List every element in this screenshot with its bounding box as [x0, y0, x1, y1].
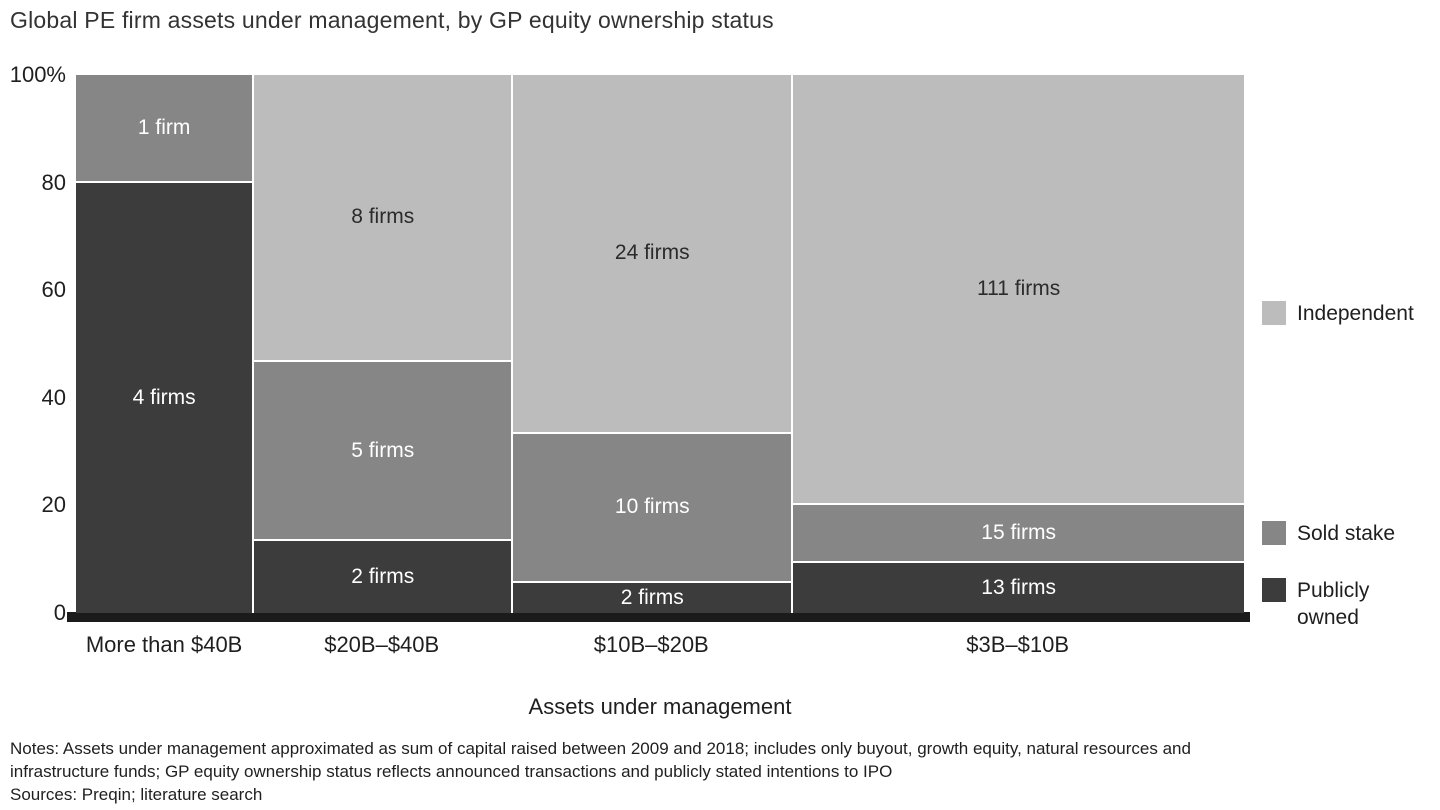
segment-publicly-owned--20b-40b: 2 firms: [254, 541, 512, 613]
segment-label: 2 firms: [620, 586, 684, 610]
mekko-column--10b-20b: 24 firms 10 firms 2 firms: [511, 75, 792, 613]
mekko-column--20b-40b: 8 firms 5 firms 2 firms: [252, 75, 512, 613]
legend-label-publicly-owned: Publicly owned: [1297, 579, 1370, 629]
segment-publicly-owned-more-than-40b: 4 firms: [76, 182, 253, 613]
segment-label: 1 firm: [137, 115, 191, 139]
segment-label: 5 firms: [351, 438, 415, 462]
legend-swatch-sold-stake: [1262, 521, 1286, 545]
segment-label: 4 firms: [132, 385, 196, 409]
segment-label: 13 firms: [981, 575, 1056, 599]
segment-publicly-owned--10b-20b: 2 firms: [513, 583, 792, 613]
segment-sold-stake--3b-10b: 15 firms: [793, 504, 1244, 563]
legend-swatch-publicly-owned: [1262, 578, 1286, 602]
segment-label: 111 firms: [977, 276, 1061, 300]
segment-label: 10 firms: [614, 495, 690, 519]
segment-independent--3b-10b: 111 firms: [793, 75, 1244, 505]
legend-item-sold-stake: Sold stake: [1262, 520, 1432, 547]
segment-label: 24 firms: [614, 241, 690, 265]
legend-label-independent: Independent: [1297, 302, 1414, 325]
segment-sold-stake-more-than-40b: 1 firm: [76, 75, 253, 183]
segment-label: 2 firms: [351, 565, 415, 589]
y-axis-tick-label-80: 80: [41, 169, 66, 195]
y-axis-tick-label-60: 60: [41, 277, 66, 303]
segment-publicly-owned--3b-10b: 13 firms: [793, 562, 1244, 613]
x-axis-category-label--20b-40b: $20B–$40B: [324, 632, 440, 657]
mekko-column-more-than-40b: 1 firm 4 firms: [76, 75, 253, 613]
x-axis-category-label-more-than-40b: More than $40B: [85, 632, 243, 657]
segment-label: 15 firms: [981, 520, 1056, 544]
legend-label-sold-stake: Sold stake: [1297, 522, 1396, 545]
segment-sold-stake--10b-20b: 10 firms: [513, 433, 792, 584]
y-axis-tick-label-0: 0: [53, 600, 66, 625]
y-axis-tick-label-20: 20: [41, 492, 66, 518]
x-axis-category-label--10b-20b: $10B–$20B: [593, 632, 709, 657]
x-axis-baseline: [67, 612, 1250, 622]
x-axis-title: Assets under management: [528, 694, 792, 719]
segment-independent--10b-20b: 24 firms: [513, 75, 792, 434]
chart-title: Global PE firm assets under management, …: [10, 7, 774, 33]
legend-item-independent: Independent: [1262, 300, 1432, 327]
x-axis-category-label--3b-10b: $3B–$10B: [966, 632, 1069, 657]
legend-item-publicly-owned: Publicly owned: [1262, 577, 1432, 631]
notes-text-line-2: infrastructure funds; GP equity ownershi…: [10, 762, 893, 781]
y-axis-tick-label-100pct: 100%: [9, 62, 66, 87]
y-axis-tick-label-40: 40: [41, 384, 66, 410]
segment-label: 8 firms: [351, 205, 415, 229]
legend-swatch-independent: [1262, 301, 1286, 325]
notes-text-line-1: Notes: Assets under management approxima…: [10, 739, 1191, 758]
segment-sold-stake--20b-40b: 5 firms: [254, 361, 512, 542]
segment-independent--20b-40b: 8 firms: [254, 75, 512, 362]
sources-text: Sources: Preqin; literature search: [10, 785, 263, 804]
mekko-column--3b-10b: 111 firms 15 firms 13 firms: [791, 75, 1244, 613]
